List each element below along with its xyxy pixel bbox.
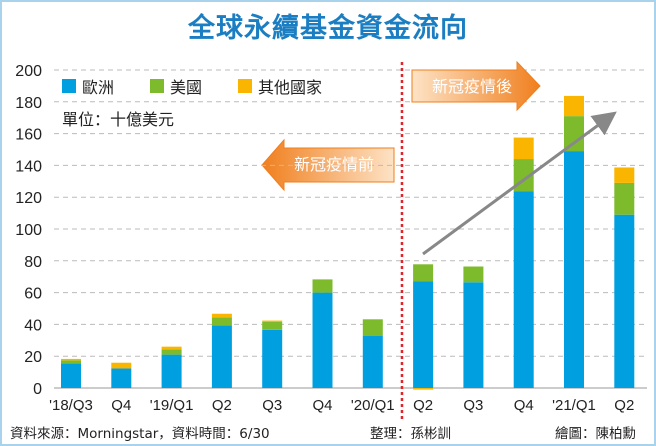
x-tick-label: '21/Q1: [552, 397, 596, 414]
chart-title: 全球永續基金資金流向: [188, 13, 468, 44]
x-tick-label: Q2: [413, 397, 433, 414]
bar-us: [61, 360, 81, 364]
callout-after: 新冠疫情後: [431, 77, 512, 96]
bar-europe: [362, 336, 383, 388]
x-tick-label: Q4: [514, 397, 534, 414]
legend-swatch-other: [238, 79, 252, 93]
x-tick-label: Q3: [463, 397, 483, 414]
legend-other: 其他國家: [238, 74, 322, 98]
y-tick-label: 80: [24, 254, 42, 271]
x-tick-label: Q4: [312, 397, 332, 414]
bar-us: [262, 321, 283, 330]
bar-other: [513, 137, 534, 160]
legend-swatch-europe: [62, 79, 76, 93]
bar-europe: [161, 354, 182, 388]
y-tick-label: 20: [24, 349, 42, 366]
bar-other: [614, 167, 635, 183]
bar-europe: [463, 282, 484, 388]
bar-europe: [61, 363, 81, 388]
legend-europe: 歐洲: [62, 74, 114, 98]
artist-text: 繪圖：陳柏勳: [555, 426, 636, 442]
bar-us: [362, 319, 383, 337]
bar-other: [262, 320, 283, 322]
bar-europe: [614, 214, 635, 388]
bar-europe: [564, 151, 584, 388]
bar-us: [211, 317, 232, 326]
y-tick-label: 180: [15, 95, 42, 112]
legend-swatch-us: [150, 79, 164, 93]
bar-other: [161, 346, 182, 350]
y-tick-label: 160: [15, 127, 42, 144]
bar-other: [413, 388, 434, 390]
legend-label: 歐洲: [82, 78, 115, 97]
y-tick-label: 40: [24, 317, 42, 334]
x-tick-label: '19/Q1: [150, 397, 194, 414]
y-tick-label: 60: [24, 286, 42, 303]
y-tick-label: 200: [15, 63, 42, 80]
bar-europe: [111, 368, 132, 388]
callout-after-arrow: [411, 60, 541, 112]
bar-us: [463, 266, 484, 283]
x-tick-label: Q2: [212, 397, 232, 414]
callout-before: 新冠疫情前: [293, 155, 374, 174]
bar-europe: [211, 325, 232, 388]
bar-europe: [312, 292, 333, 388]
unit-label: 單位：十億美元: [62, 110, 175, 129]
bar-europe: [262, 329, 283, 388]
bar-other: [211, 313, 232, 318]
bar-us: [312, 279, 333, 293]
legend-label: 其他國家: [258, 78, 323, 97]
trend-arrow: [422, 111, 617, 256]
x-tick-label: '20/Q1: [351, 397, 395, 414]
editor-text: 整理：孫彬訓: [370, 426, 451, 442]
x-tick-label: Q2: [614, 397, 634, 414]
bar-us: [564, 116, 584, 152]
x-tick-label: Q3: [262, 397, 282, 414]
bar-other: [564, 95, 584, 117]
source-text: 資料來源：Morningstar，資料時間：6/30: [10, 426, 270, 442]
x-tick-label: Q4: [111, 397, 131, 414]
y-tick-label: 100: [15, 222, 42, 239]
legend-us: 美國: [150, 74, 202, 98]
y-tick-label: 0: [33, 381, 42, 398]
bar-other: [61, 358, 81, 361]
bar-other: [111, 362, 132, 369]
bar-europe: [413, 281, 434, 388]
bar-us: [413, 264, 434, 282]
bar-us: [161, 349, 182, 355]
legend-label: 美國: [170, 78, 203, 97]
bar-us: [614, 182, 635, 215]
bar-europe: [513, 191, 534, 388]
y-tick-label: 140: [15, 158, 42, 175]
x-tick-label: '18/Q3: [49, 397, 93, 414]
y-tick-label: 120: [15, 190, 42, 207]
